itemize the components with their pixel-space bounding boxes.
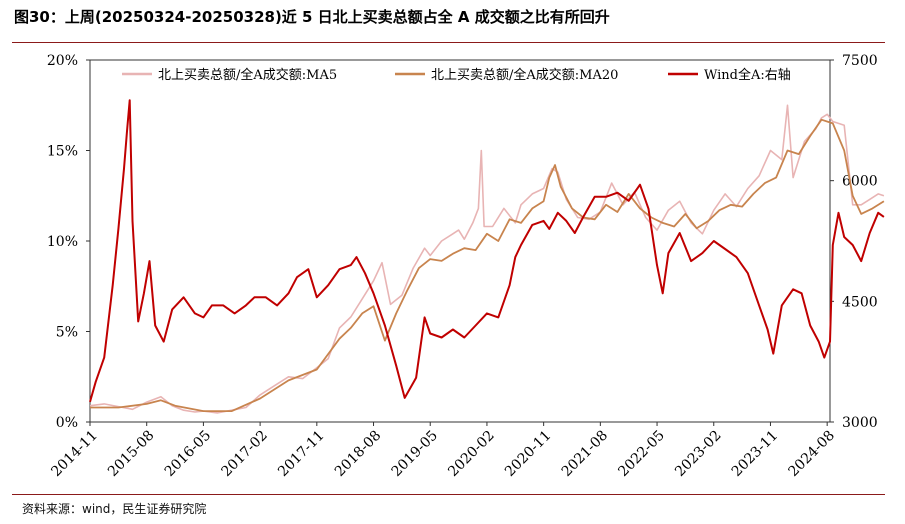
source-note: 资料来源：wind，民生证券研究院 [22,502,207,516]
x-tick-label: 2020-02 [445,428,497,480]
x-tick-label: 2017-11 [275,428,327,480]
chart-ticks: 0% 5% 10% 15% 20% 3000 4500 6000 7500 2014-11 2015… [47,53,878,480]
x-tick-label: 2023-11 [729,428,781,480]
chart-series [89,99,885,414]
x-tick-label: 2018-08 [332,428,384,480]
x-tick-label: 2019-05 [389,428,441,480]
y-right-tick-label: 4500 [842,294,878,310]
y-right-tick-label: 7500 [842,53,878,69]
legend-entry-wind-label: Wind全A:右轴 [704,67,791,83]
x-tick-label: 2021-08 [559,428,611,480]
series-wind-line [89,99,885,403]
x-tick-label: 2016-05 [162,428,214,480]
series-ma5-line [89,104,885,414]
y-right-tick-label: 6000 [842,174,878,190]
x-tick-label: 2022-05 [615,428,667,480]
x-tick-label: 2017-02 [218,428,270,480]
chart-svg: 0% 5% 10% 15% 20% 3000 4500 6000 7500 2014-11 2015… [47,53,885,480]
y-left-tick-label: 10% [47,234,78,250]
y-left-tick-label: 15% [47,144,78,160]
series-ma20-line [90,118,885,412]
y-left-tick-label: 5% [56,325,78,341]
y-left-tick-label: 20% [47,53,78,69]
y-left-tick-label: 0% [56,415,78,431]
chart-title: 图30：上周(20250324-20250328)近 5 日北上买卖总额占全 A… [14,8,610,26]
x-tick-label: 2014-11 [48,428,100,480]
x-tick-label: 2015-08 [105,428,157,480]
plot-frame [89,59,831,423]
x-tick-label: 2023-02 [672,428,724,480]
chart-legend: 北上买卖总额/全A成交额:MA5 北上买卖总额/全A成交额:MA20 Wind全A:… [122,67,791,83]
footer-rule [12,494,885,495]
y-right-tick-label: 3000 [842,415,878,431]
x-tick-label: 2024-08 [786,428,838,480]
x-tick-label: 2020-11 [502,428,554,480]
legend-entry-ma20-label: 北上买卖总额/全A成交额:MA20 [431,67,618,83]
legend-entry-ma5-label: 北上买卖总额/全A成交额:MA5 [158,67,337,83]
title-rule [12,42,885,43]
chart-axes [89,59,831,423]
